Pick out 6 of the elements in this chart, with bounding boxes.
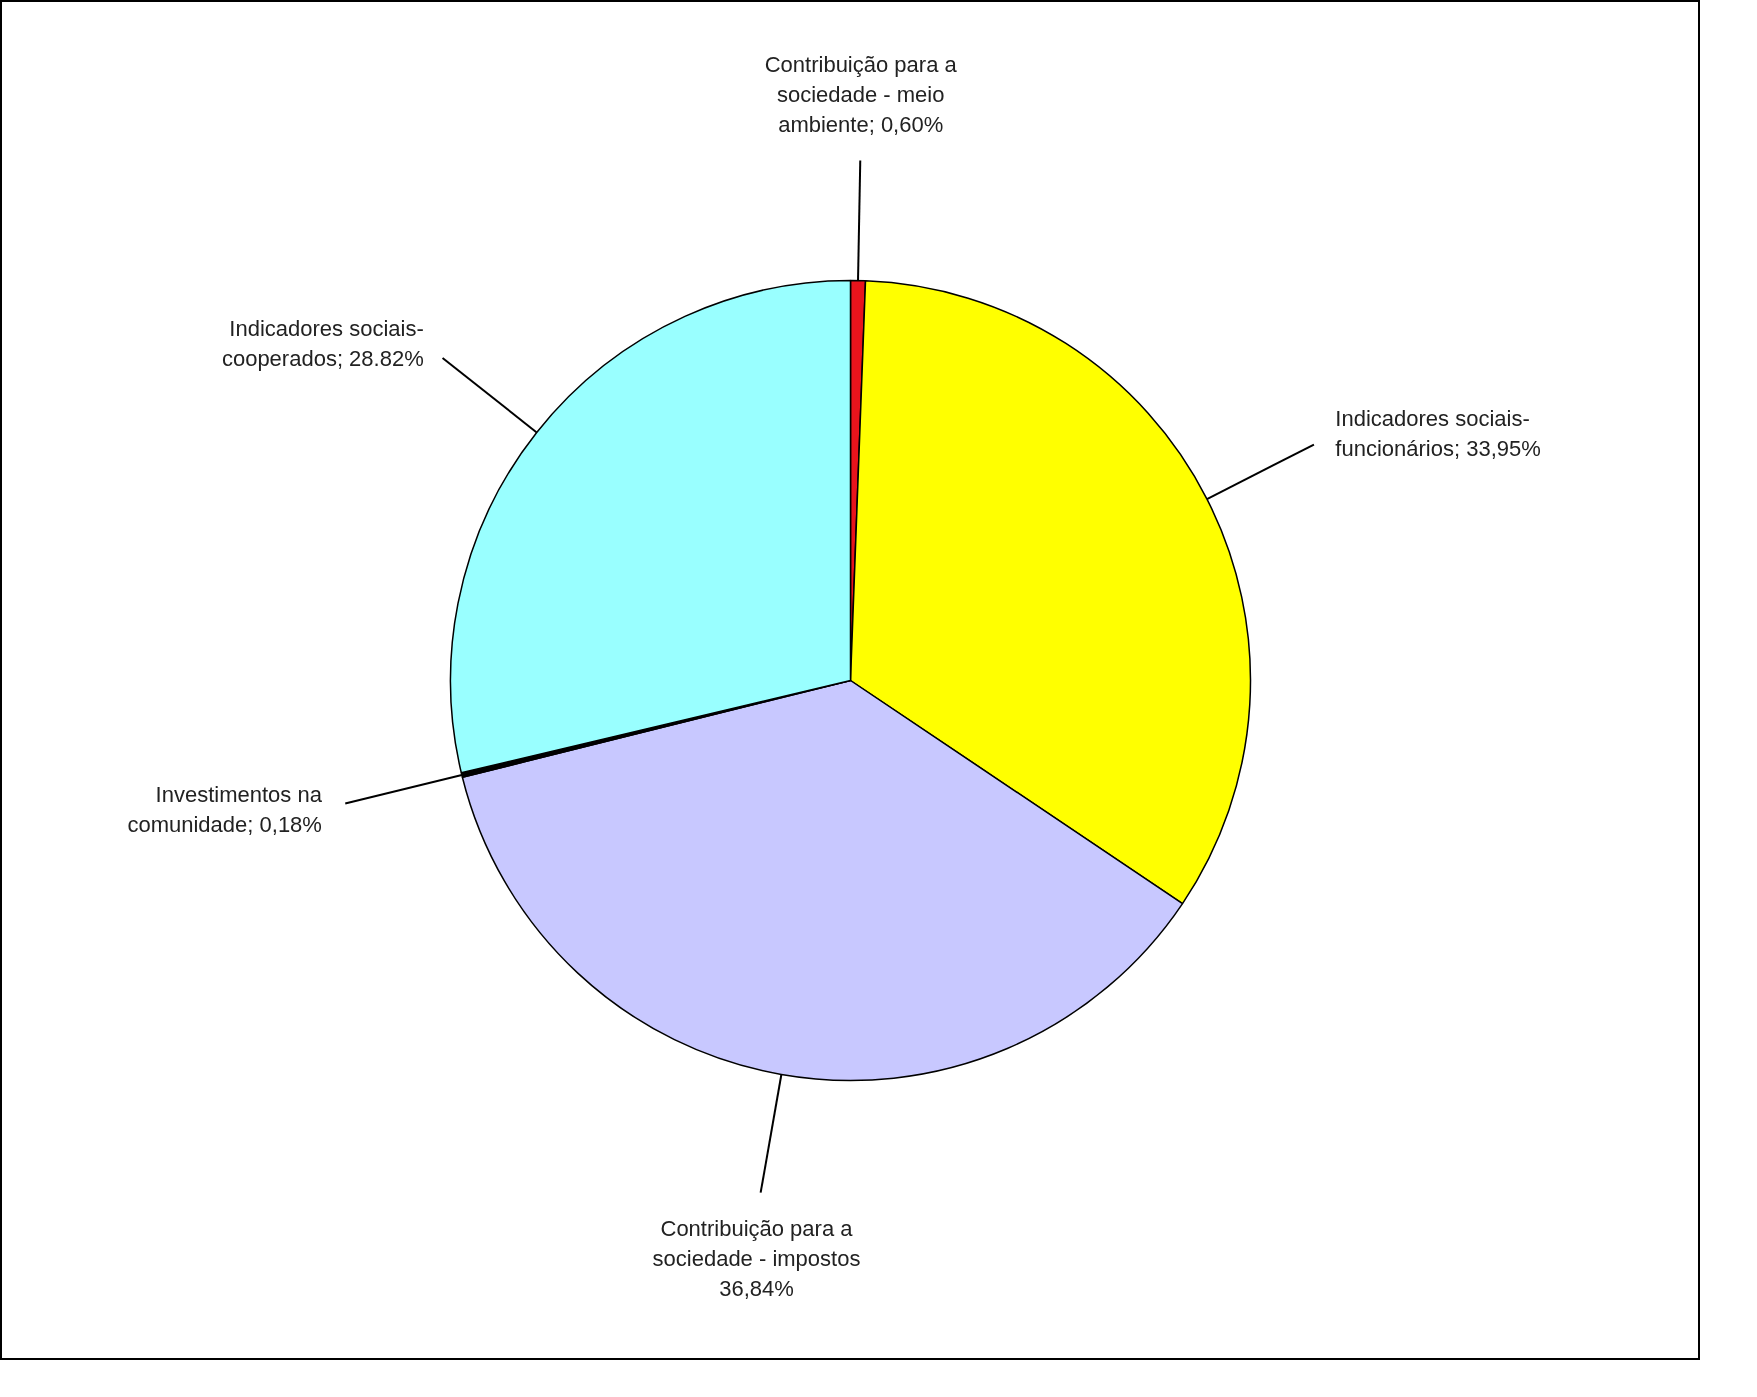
slice-label: Investimentos na comunidade; 0,18% (127, 781, 323, 837)
slice-label: Contribuição para a sociedade - impostos (652, 1216, 861, 1272)
slice-label: Contribuição para a sociedade - meio ambiente; 0,60% (764, 51, 958, 137)
slice-label: Indicadores sociais-cooperados; 28.82% (221, 315, 424, 371)
data-label: 36,84% (719, 1276, 794, 1302)
slice-label: Indicadores sociais-funcionários; 33,95% (1335, 406, 1541, 462)
